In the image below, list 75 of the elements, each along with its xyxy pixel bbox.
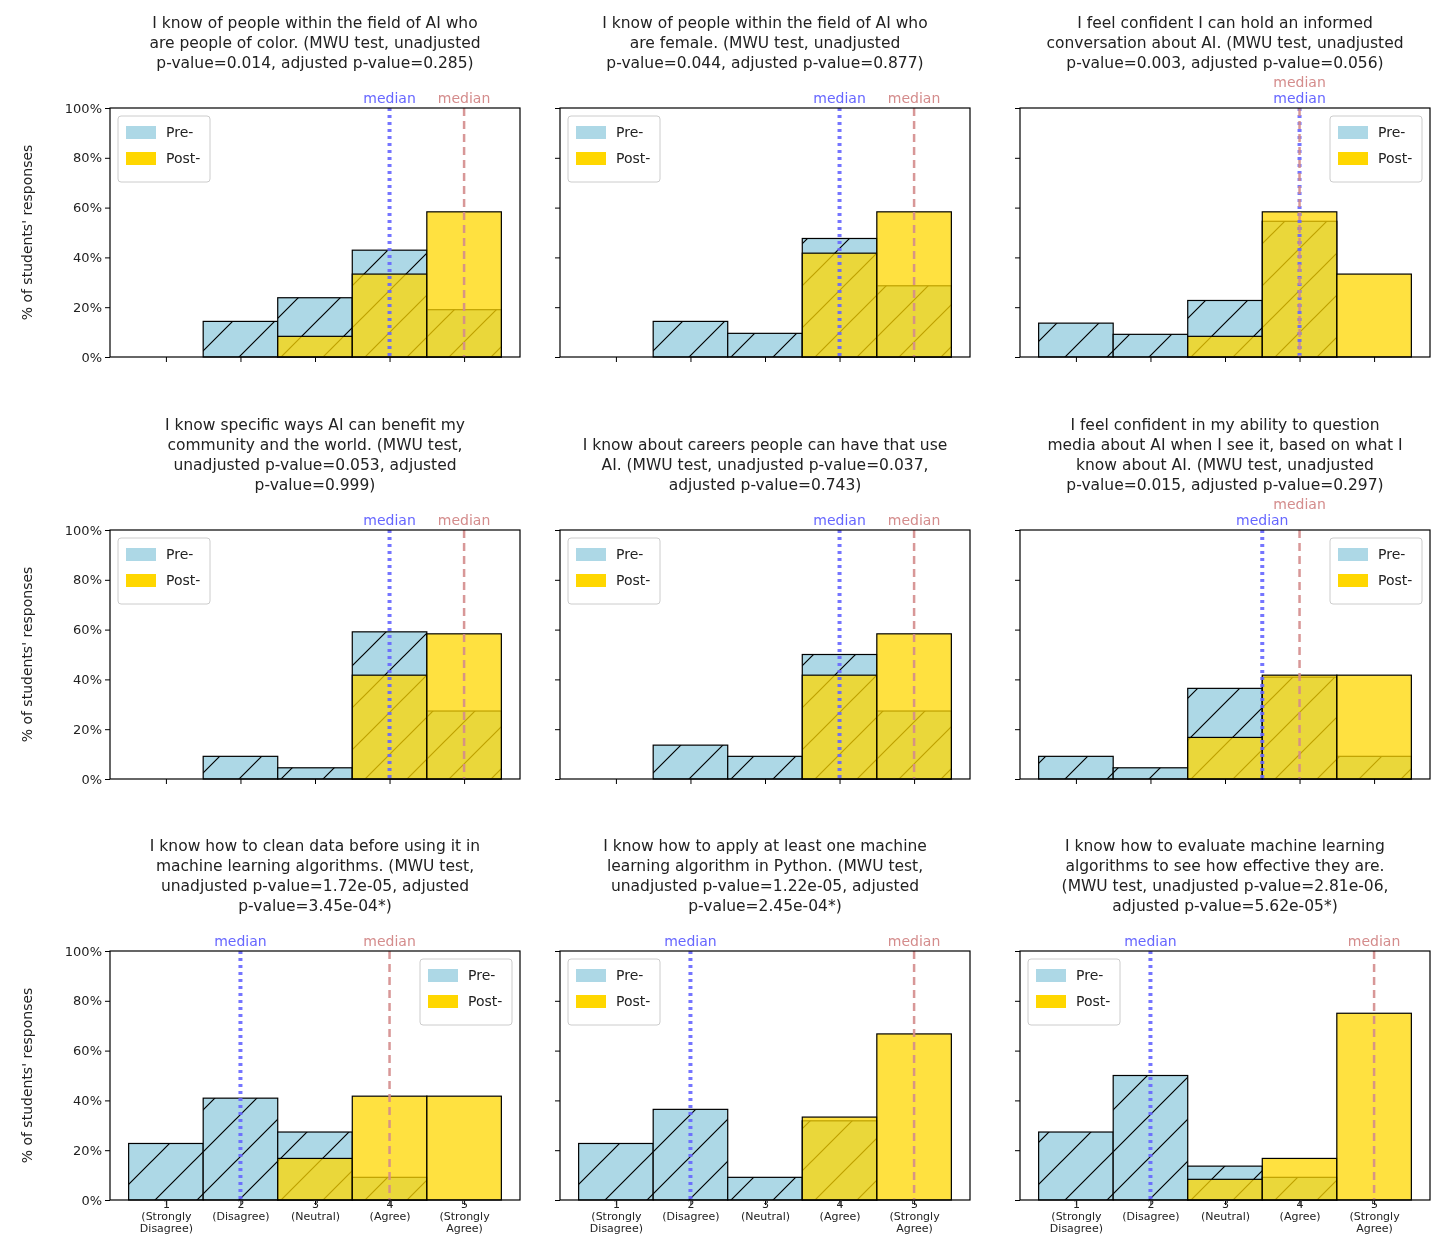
legend-label: Post- <box>166 572 201 588</box>
y-axis-title: % of students' responses <box>19 566 35 743</box>
y-tick-label: 20% <box>73 1142 102 1158</box>
y-tick-label: 0% <box>81 349 102 365</box>
x-tick-label: 2 (Disagree) <box>662 1198 720 1223</box>
chart-title: I know specific ways AI can benefit my community and the world. (MWU test, unadjusted p-value=0.053, adjusted p-value=0.999) <box>165 416 465 494</box>
y-axis-title: % of students' responses <box>19 987 35 1164</box>
ref-line-label: median <box>437 512 491 528</box>
y-tick-label: 60% <box>73 200 102 216</box>
ref-line-label: median <box>813 90 866 106</box>
legend-label: Pre- <box>166 124 194 140</box>
y-tick-label: 80% <box>73 993 102 1009</box>
y-tick-label: 60% <box>73 622 102 638</box>
legend-label: Pre- <box>166 546 194 562</box>
chart-title: I know of people within the field of AI who are people of color. (MWU test, unadjusted p-value=0.014, adjusted p-value=0.285) <box>149 14 481 72</box>
legend-label: Pre- <box>616 546 644 562</box>
legend-label: Post- <box>1076 993 1111 1009</box>
legend-label: Post- <box>616 572 651 588</box>
x-tick-label: 2 (Disagree) <box>212 1198 270 1223</box>
ref-line-label: median <box>887 90 941 106</box>
x-tick-label: 3 (Neutral) <box>740 1198 791 1223</box>
chart-title: I know of people within the field of AI who are female. (MWU test, unadjusted p-value=0.044, adjusted p-value=0.877) <box>602 14 928 72</box>
ref-line-label: median <box>1273 496 1326 512</box>
chart-title: I know about careers people can have that use AI. (MWU test, unadjusted p-value=0.037, adjusted p-value=0.743) <box>582 436 948 494</box>
legend-label: Pre- <box>1378 546 1406 562</box>
legend-label: Pre- <box>1076 967 1104 983</box>
x-tick-label: 4 (Agree) <box>1279 1198 1321 1223</box>
ref-line-label: median <box>214 933 267 949</box>
chart-title: I know how to clean data before using it in machine learning algorithms. (MWU test, unadjusted p-value=1.72e-05, adjusted p-value=3.45e-04*) <box>149 837 481 915</box>
y-tick-label: 20% <box>73 721 102 737</box>
legend-label: Post- <box>166 150 201 166</box>
ref-line-label: median <box>1236 512 1289 528</box>
chart-title: I know how to apply at least one machine learning algorithm in Python. (MWU test, unadjusted p-value=1.22e-05, adjusted p-value=2.45e-04*) <box>603 837 927 915</box>
y-tick-label: 40% <box>73 672 102 688</box>
legend-label: Post- <box>616 993 651 1009</box>
ref-line-label: median <box>887 512 941 528</box>
y-tick-label: 0% <box>81 771 102 787</box>
x-tick-label: 4 (Agree) <box>819 1198 861 1223</box>
ref-line-label: median <box>813 512 866 528</box>
chart-title: I feel confident I can hold an informed conversation about AI. (MWU test, unadjusted p-value=0.003, adjusted p-value=0.056) <box>1046 14 1404 72</box>
x-tick-label: 3 (Neutral) <box>290 1198 341 1223</box>
y-tick-label: 80% <box>73 572 102 588</box>
y-tick-label: 100% <box>64 100 102 116</box>
ref-line-label: median <box>437 90 491 106</box>
ref-line-label: median <box>1347 933 1401 949</box>
y-tick-label: 40% <box>73 250 102 266</box>
y-tick-label: 100% <box>64 522 102 538</box>
y-tick-label: 40% <box>73 1093 102 1109</box>
x-tick-label: 3 (Neutral) <box>1200 1198 1251 1223</box>
y-tick-label: 100% <box>64 943 102 959</box>
x-tick-label: 4 (Agree) <box>369 1198 411 1223</box>
legend-label: Pre- <box>468 967 496 983</box>
legend-label: Post- <box>1378 150 1413 166</box>
ref-line-label: median <box>887 933 941 949</box>
ref-line-label: median <box>363 933 416 949</box>
ref-line-label: median <box>1124 933 1177 949</box>
legend-label: Pre- <box>1378 124 1406 140</box>
ref-line-label: median <box>363 512 416 528</box>
legend-label: Post- <box>1378 572 1413 588</box>
y-tick-label: 20% <box>73 299 102 315</box>
ref-line-label: median <box>1273 90 1326 106</box>
y-tick-label: 60% <box>73 1043 102 1059</box>
legend-label: Pre- <box>616 124 644 140</box>
y-tick-label: 80% <box>73 150 102 166</box>
y-tick-label: 0% <box>81 1192 102 1208</box>
ref-line-label: median <box>1273 74 1326 90</box>
ref-line-label: median <box>363 90 416 106</box>
chart-title: I know how to evaluate machine learning algorithms to see how effective they are. (MWU test, unadjusted p-value=2.81e-06, adjusted p-value=5.62e-05*) <box>1061 837 1389 915</box>
legend-label: Post- <box>616 150 651 166</box>
ref-line-label: median <box>664 933 717 949</box>
x-tick-label: 2 (Disagree) <box>1122 1198 1180 1223</box>
chart-title: I feel confident in my ability to question media about AI when I see it, based on what I know about AI. (MWU test, unadjusted p-value=0.015, adjusted p-value=0.297) <box>1047 416 1403 494</box>
legend-label: Post- <box>468 993 503 1009</box>
y-axis-title: % of students' responses <box>19 144 35 321</box>
legend-label: Pre- <box>616 967 644 983</box>
